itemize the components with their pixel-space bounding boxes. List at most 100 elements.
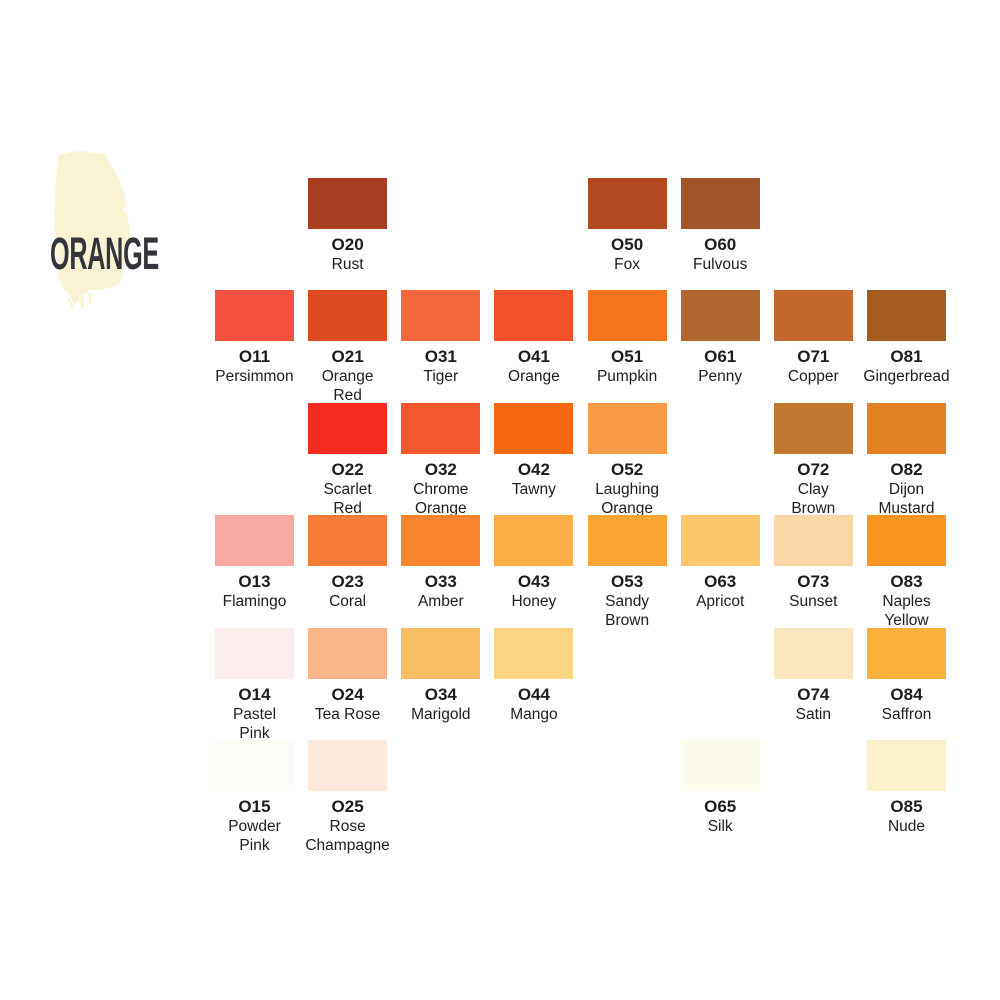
swatch-name: Mango [510, 705, 558, 723]
swatch-code: O61 [704, 347, 737, 367]
swatch-name: Fox [614, 256, 641, 273]
swatch-code: O53 [611, 572, 644, 592]
color-swatch-O11 [215, 290, 294, 342]
swatch-code: O63 [704, 572, 737, 592]
color-swatch-O52 [587, 402, 667, 454]
swatch-name: Orange Red [321, 368, 374, 405]
swatch-code: O11 [238, 347, 271, 367]
swatch-cell-O83: O83 Naples Yellow [860, 515, 954, 629]
swatch-name: Flamingo [222, 593, 287, 611]
swatch-cell-O50: O50 Fox [580, 178, 674, 288]
swatch-name: Dijon Mustard [878, 480, 935, 517]
swatch-name: Laughing Orange [595, 480, 659, 517]
swatch-code: O81 [890, 347, 923, 367]
color-swatch-O14 [215, 627, 294, 679]
swatch-code: O34 [424, 684, 457, 704]
swatch-name: Fulvous [693, 256, 748, 273]
swatch-name: Rose Champagne [305, 818, 390, 854]
swatch-code: O82 [890, 459, 923, 479]
brush-stroke [49, 149, 137, 317]
swatch-name: Tea Rose [314, 705, 381, 723]
swatch-code: O73 [797, 572, 830, 592]
swatch-name: Powder Pink [228, 818, 281, 854]
color-swatch-O25 [308, 740, 388, 791]
swatch-name: Rust [331, 256, 364, 273]
color-swatch-O71 [773, 290, 853, 342]
swatch-cell-O72: O72 Clay Brown [766, 402, 860, 517]
swatch-cell-O31: O31 Tiger [394, 290, 488, 400]
swatch-cell-O24: O24 Tea Rose [301, 627, 395, 738]
swatch-name: Marigold [411, 705, 471, 723]
color-swatch-O72 [773, 402, 853, 454]
swatch-cell-O63: O63 Apricot [673, 515, 767, 625]
swatch-name: Coral [329, 593, 367, 611]
color-swatch-O42 [494, 402, 574, 454]
swatch-name: Scarlet Red [323, 480, 372, 517]
swatch-cell-O85: O85 Nude [860, 740, 954, 850]
swatch-cell-O41: O41 Orange [487, 290, 581, 400]
swatch-name: Honey [511, 593, 557, 611]
swatch-code: O84 [890, 684, 923, 704]
swatch-cell-O34: O34 Marigold [394, 627, 488, 738]
color-swatch-O65 [680, 740, 760, 791]
swatch-name: Amber [417, 593, 464, 611]
swatch-code: O83 [890, 572, 923, 592]
swatch-cell-O43: O43 Honey [487, 515, 581, 625]
swatch-cell-O32: O32 Chrome Orange [394, 402, 488, 517]
color-swatch-O74 [773, 627, 853, 679]
swatch-code: O74 [797, 684, 830, 704]
color-swatch-O63 [680, 515, 760, 567]
swatch-code: O21 [331, 347, 364, 367]
swatch-name: Clay Brown [791, 480, 836, 517]
color-swatch-O33 [401, 515, 481, 567]
swatch-code: O13 [238, 572, 271, 592]
swatch-code: O65 [704, 797, 737, 816]
swatch-cell-O71: O71 Copper [766, 290, 860, 400]
color-swatch-O21 [308, 290, 388, 342]
swatch-code: O51 [611, 347, 644, 367]
brush-stroke-svg [54, 151, 130, 309]
color-swatch-O61 [680, 290, 760, 342]
swatch-cell-O20: O20 Rust [301, 178, 395, 288]
swatch-name: Saffron [881, 705, 932, 723]
swatch-code: O14 [238, 684, 271, 704]
swatch-name: Sunset [789, 593, 838, 611]
swatch-name: Pastel Pink [232, 705, 277, 742]
color-swatch-O51 [587, 290, 667, 342]
swatch-name: Penny [698, 368, 743, 386]
swatch-cell-O11: O11 Persimmon [208, 290, 302, 400]
color-swatch-O60 [680, 178, 760, 229]
swatch-cell-O42: O42 Tawny [487, 402, 581, 513]
brush-stroke-shape [54, 151, 130, 309]
swatch-cell-O23: O23 Coral [301, 515, 395, 625]
swatch-cell-O14: O14 Pastel Pink [208, 627, 302, 742]
swatch-code: O50 [611, 235, 644, 254]
color-swatch-O34 [401, 627, 481, 679]
color-swatch-O82 [867, 402, 946, 454]
color-swatch-O32 [401, 402, 481, 454]
swatch-cell-O52: O52 Laughing Orange [580, 402, 674, 517]
color-swatch-O15 [215, 740, 294, 791]
swatch-name: Satin [795, 705, 831, 723]
color-swatch-O24 [308, 627, 388, 679]
swatch-cell-O84: O84 Saffron [860, 627, 954, 738]
swatch-name: Naples Yellow [882, 593, 931, 630]
swatch-code: O72 [797, 459, 830, 479]
swatch-code: O33 [424, 572, 457, 592]
swatch-cell-O22: O22 Scarlet Red [301, 402, 395, 517]
swatch-name: Tawny [511, 480, 556, 498]
color-swatch-O22 [308, 402, 388, 454]
color-swatch-O43 [494, 515, 574, 567]
swatch-cell-O73: O73 Sunset [766, 515, 860, 625]
swatch-code: O41 [517, 347, 550, 367]
color-swatch-O13 [215, 515, 294, 567]
swatch-code: O25 [331, 797, 364, 816]
swatch-code: O85 [890, 797, 923, 816]
swatch-name: Chrome Orange [413, 480, 469, 517]
swatch-cell-O53: O53 Sandy Brown [580, 515, 674, 629]
swatch-cell-O13: O13 Flamingo [208, 515, 302, 625]
swatch-name: Pumpkin [596, 368, 658, 386]
swatch-name: Apricot [696, 593, 745, 611]
swatch-code: O32 [424, 459, 457, 479]
